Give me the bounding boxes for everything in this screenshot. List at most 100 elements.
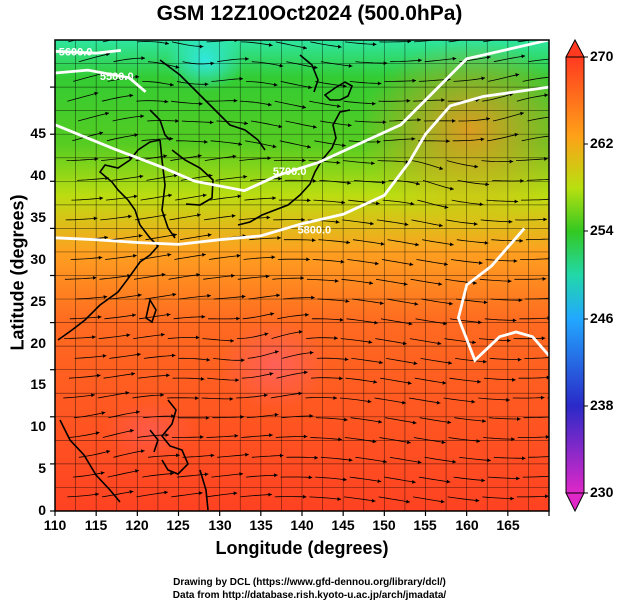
streamline [417, 199, 449, 209]
streamline [492, 112, 524, 122]
x-tick-label: 115 [84, 517, 108, 533]
streamline-arrow [591, 452, 595, 456]
streamline-arrow [167, 252, 172, 257]
streamline-arrow [229, 397, 234, 401]
streamline [113, 57, 145, 63]
streamline [525, 238, 549, 241]
streamline-arrow [552, 355, 556, 359]
streamline-arrow [97, 315, 102, 320]
streamline [515, 218, 547, 221]
streamline [67, 92, 99, 102]
streamline-arrow [132, 313, 136, 318]
streamline-arrow [230, 338, 235, 343]
streamline-arrow [473, 222, 478, 226]
streamline-arrow [414, 301, 419, 306]
streamline [422, 239, 454, 246]
streamline [241, 434, 273, 438]
credit-data: Data from http://database.rish.kyoto-u.a… [172, 590, 447, 601]
streamline [516, 495, 549, 498]
streamline [446, 160, 479, 168]
streamline [493, 456, 526, 459]
streamline-arrow [243, 174, 248, 179]
streamline [315, 417, 348, 421]
x-tick-label: 145 [331, 517, 355, 533]
streamline [277, 314, 309, 320]
streamline [381, 259, 414, 266]
streamline [241, 372, 274, 379]
streamline [140, 194, 173, 201]
streamline [525, 297, 549, 300]
streamline [378, 496, 410, 503]
streamline [452, 138, 485, 142]
streamline [276, 371, 308, 379]
streamline [384, 476, 416, 483]
streamline-arrow [544, 157, 548, 161]
streamline [181, 120, 214, 123]
streamline-arrow [269, 433, 273, 438]
streamline-arrow [486, 55, 491, 60]
streamline-arrow [478, 320, 482, 325]
streamline-arrow [348, 458, 353, 462]
streamline [443, 397, 476, 403]
streamline-arrow [91, 393, 95, 398]
warm-region-east [360, 40, 549, 220]
streamline-arrow [348, 63, 353, 68]
streamline [133, 273, 166, 280]
streamline-arrow [412, 420, 417, 425]
streamline [422, 180, 454, 190]
streamline [349, 476, 382, 482]
streamline-arrow [267, 156, 272, 161]
streamline-arrow [521, 54, 526, 59]
streamline [347, 259, 379, 265]
streamline [447, 496, 480, 502]
streamline [320, 61, 353, 67]
colorbar-max-arrow [565, 38, 585, 58]
streamline [385, 417, 417, 424]
streamline-arrow [298, 330, 303, 334]
streamline [244, 197, 277, 201]
streamline-arrow [134, 133, 139, 137]
streamline-arrow [405, 160, 410, 164]
streamline-arrow [136, 410, 140, 415]
streamline [308, 160, 341, 164]
streamline [243, 256, 276, 260]
streamline-arrow [484, 240, 489, 245]
streamline-arrow [585, 138, 589, 142]
streamline [309, 496, 342, 500]
streamline-arrow [272, 196, 277, 201]
streamline [449, 377, 481, 383]
height-contour [55, 68, 147, 93]
streamline-arrow [160, 393, 164, 397]
streamline [251, 61, 284, 67]
streamline-arrow [304, 370, 308, 375]
streamline-arrow [138, 233, 143, 238]
streamline [73, 472, 105, 478]
streamline-arrow [553, 296, 557, 300]
streamline-arrow [518, 298, 523, 303]
streamline-arrow [166, 373, 170, 378]
streamline [103, 373, 136, 379]
streamline [485, 259, 518, 262]
streamline-arrow [338, 437, 342, 442]
streamline [275, 41, 307, 49]
streamline [209, 195, 242, 201]
streamline-arrow [513, 259, 518, 263]
streamline [280, 476, 313, 478]
streamline [241, 41, 273, 46]
streamline [385, 358, 418, 365]
streamline-arrow [278, 124, 283, 129]
streamline [306, 337, 338, 339]
streamline [74, 355, 107, 359]
streamline-arrow [439, 166, 444, 171]
streamline [98, 334, 131, 339]
streamline [270, 392, 303, 399]
streamline [174, 254, 206, 260]
streamline-arrow [449, 242, 454, 247]
streamline-arrow [517, 417, 521, 421]
streamline [421, 298, 453, 305]
streamline [146, 174, 178, 181]
streamline [305, 397, 338, 399]
streamline [171, 492, 203, 498]
streamline-arrow [239, 472, 243, 476]
streamline-arrow [481, 478, 486, 483]
